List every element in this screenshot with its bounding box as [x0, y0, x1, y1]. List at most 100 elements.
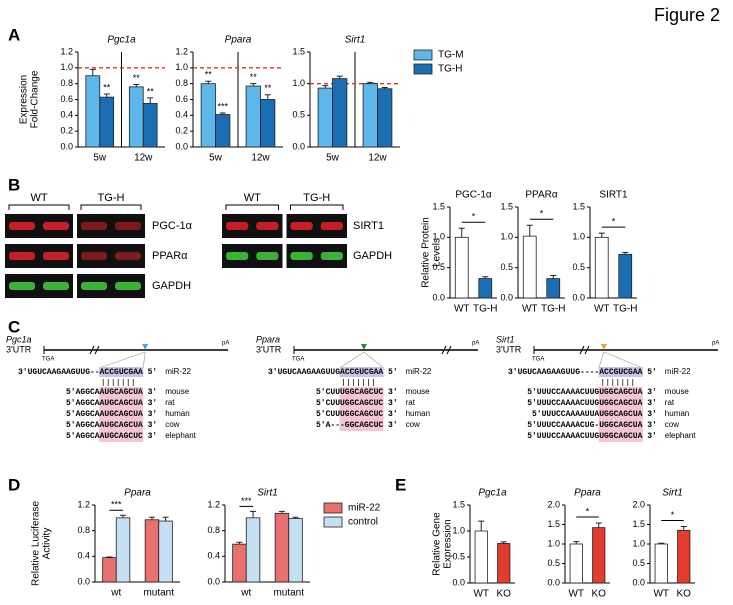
stop-codon: TGA: [42, 357, 54, 363]
y-tick-label: 0.8: [207, 525, 220, 535]
error-bar: [367, 81, 374, 84]
x-tick-label: 12w: [251, 153, 270, 164]
x-tick-label: TG-H: [541, 304, 565, 315]
y-tick-label: 0.4: [77, 551, 90, 561]
blot-bracket: [225, 204, 279, 210]
species: rat: [165, 398, 175, 407]
y-tick-label: 1.0: [292, 78, 305, 88]
legend-label: TG-M: [438, 50, 464, 61]
error-bar: [89, 68, 96, 76]
error-bar: [292, 516, 299, 519]
significance: **: [205, 70, 213, 80]
mirna-name: miR-22: [165, 367, 191, 376]
error-bar: [680, 525, 687, 531]
gene-name: Sirt1: [496, 334, 515, 344]
bar: [474, 530, 488, 584]
y-tick-label: 1.5: [500, 201, 513, 211]
error-bar: [120, 514, 127, 518]
y-tick-label: 1.0: [432, 232, 445, 242]
blot-band: [320, 252, 343, 260]
y-tick-label: 1.5: [547, 519, 560, 529]
blot-band: [256, 222, 279, 230]
blot-band: [81, 252, 107, 260]
blot-band: [9, 252, 35, 260]
site-marker: [600, 344, 607, 350]
blot-band: [226, 252, 249, 260]
blot-protein-label: PGC-1α: [152, 220, 193, 232]
bar: [142, 103, 158, 148]
stop-codon: TGA: [292, 357, 304, 363]
blot-band: [43, 252, 69, 260]
error-bar: [162, 516, 169, 522]
y-tick-label: 1.5: [452, 499, 465, 509]
blot-bracket: [80, 204, 142, 210]
y-tick-label: 0.0: [452, 577, 465, 587]
polya-label: pA: [472, 341, 479, 347]
bar: [522, 235, 537, 299]
blot-band: [9, 282, 35, 290]
bar: [144, 519, 160, 583]
y-tick-label: 0.0: [77, 576, 90, 586]
panel-label: C: [8, 317, 20, 336]
y-axis-label: Levels: [432, 238, 443, 267]
legend-swatch: [323, 516, 343, 528]
axis-break: [579, 345, 590, 355]
mirna-seq: 3'UGUCAAGAAGUUG----ACCGUCGAA 5': [508, 368, 657, 377]
chart-title: Pgc1a: [107, 35, 136, 46]
error-bar: [478, 520, 485, 531]
error-bar: [595, 522, 602, 528]
mirna-seq: 3'UGUCAAGAAGUUGACCGUCGAA 5': [268, 368, 398, 377]
species: rat: [665, 398, 675, 407]
significance: **: [103, 82, 111, 92]
figure-title: Figure 2: [654, 5, 720, 25]
site-marker: [142, 344, 149, 350]
y-tick-label: 0.8: [175, 78, 188, 88]
mirna-name: miR-22: [406, 367, 432, 376]
y-tick-label: 0.0: [500, 292, 513, 302]
legend-swatch: [413, 63, 433, 75]
x-tick-label: KO: [677, 589, 692, 600]
bar: [102, 557, 117, 583]
x-tick-label: 12w: [368, 153, 387, 164]
bar: [115, 517, 131, 583]
target-highlight: [339, 387, 384, 431]
bar: [592, 527, 606, 584]
target-seq: 5'AGGCAAUGCAGCUA 3': [66, 421, 157, 430]
error-bar: [205, 80, 212, 84]
y-tick-label: 1.5: [432, 201, 445, 211]
y-tick-label: 0.5: [292, 110, 305, 120]
species: cow: [406, 420, 420, 429]
bar: [546, 278, 561, 299]
blot-band: [320, 222, 343, 230]
error-bar: [264, 94, 271, 100]
stop-codon: TGA: [532, 357, 544, 363]
error-bar: [526, 224, 533, 237]
y-tick-label: 0.0: [175, 141, 188, 151]
blot-band: [43, 222, 69, 230]
significance: **: [250, 72, 258, 82]
blot-band: [256, 252, 279, 260]
significance: **: [133, 73, 141, 83]
blot-group-label: WT: [30, 192, 47, 204]
bar: [200, 83, 216, 148]
target-seq: 5'CUUUGGCAGCUC 3': [316, 410, 398, 419]
blot-band: [290, 252, 313, 260]
utr-label: 3'UTR: [256, 344, 282, 354]
y-tick-label: 1.0: [547, 538, 560, 548]
x-tick-label: 5w: [93, 153, 107, 164]
legend-swatch: [413, 49, 433, 61]
y-axis-label: Relative Protein: [421, 217, 432, 288]
chart-title: PPARα: [525, 190, 557, 201]
significance: ***: [217, 101, 228, 111]
species: human: [165, 409, 189, 418]
bar: [654, 543, 668, 584]
y-tick-label: 0.4: [207, 551, 220, 561]
legend-label: control: [348, 517, 378, 528]
target-seq: 5'AGGCAAUGCAGCUC 3': [66, 432, 157, 441]
significance: *: [472, 212, 476, 222]
seed-highlight: [99, 367, 144, 377]
y-tick-label: 0.0: [632, 577, 645, 587]
bar: [245, 85, 261, 148]
bar: [158, 520, 173, 583]
x-tick-label: WT: [473, 589, 489, 600]
